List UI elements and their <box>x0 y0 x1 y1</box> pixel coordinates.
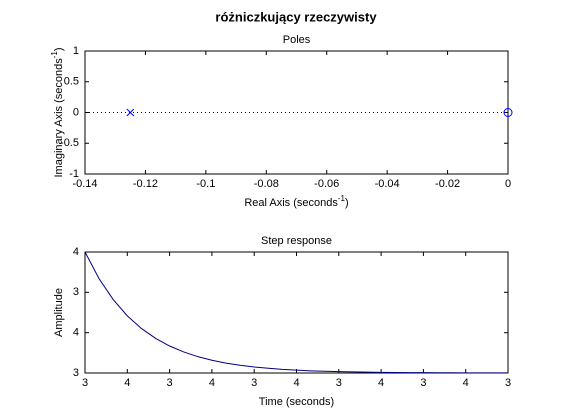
y-tick-label: -0.5 <box>60 137 79 149</box>
figure-title: różniczkujący rzeczywisty <box>215 9 377 24</box>
y-tick-label: 3 <box>73 286 79 298</box>
label-part: ) <box>53 47 65 51</box>
x-tick-label: -0.06 <box>314 178 339 190</box>
x-tick-label: 3 <box>167 377 173 389</box>
label-part: Time (seconds) <box>259 396 334 408</box>
y-axis-label: Imaginary Axis (seconds-1) <box>50 47 65 177</box>
x-tick-label: 3 <box>336 377 342 389</box>
y-tick-label: -1 <box>69 168 79 180</box>
axes-box <box>84 251 509 374</box>
step-line <box>84 251 508 374</box>
x-tick-label: 0 <box>505 178 511 190</box>
x-tick-label: -0.08 <box>254 178 279 190</box>
x-tick-label: 4 <box>209 377 215 389</box>
label-part: Real Axis (seconds <box>244 197 338 209</box>
axes-title: Step response <box>261 235 332 247</box>
x-tick-label: 3 <box>420 377 426 389</box>
y-tick-label: 3 <box>73 367 79 379</box>
x-tick-label: -0.1 <box>196 178 215 190</box>
x-tick-label: 3 <box>82 377 88 389</box>
label-part: -1 <box>50 51 59 59</box>
x-tick-label: -0.04 <box>375 178 400 190</box>
y-tick-label: 0.5 <box>64 76 79 88</box>
x-tick-label: 4 <box>124 377 130 389</box>
x-axis-label: Real Axis (seconds-1) <box>244 194 348 209</box>
x-tick-label: -0.14 <box>72 178 97 190</box>
x-tick-label: 4 <box>293 377 299 389</box>
axes-title: Poles <box>283 34 311 46</box>
x-tick-label: -0.02 <box>435 178 460 190</box>
x-tick-label: 4 <box>378 377 384 389</box>
axes-box <box>84 50 509 175</box>
label-part: Amplitude <box>53 288 65 337</box>
x-tick-label: 3 <box>251 377 257 389</box>
label-part: ) <box>345 197 349 209</box>
label-part: -1 <box>338 194 346 203</box>
x-tick-label: 3 <box>505 377 511 389</box>
y-tick-label: 1 <box>73 45 79 57</box>
x-tick-label: 4 <box>463 377 469 389</box>
y-tick-label: 4 <box>73 327 79 339</box>
zero-marker <box>503 108 513 117</box>
pole-marker <box>126 108 135 117</box>
y-tick-label: 0 <box>73 106 79 118</box>
x-tick-label: -0.12 <box>133 178 158 190</box>
x-axis-label: Time (seconds) <box>259 396 334 408</box>
y-axis-label: Amplitude <box>53 288 65 337</box>
label-part: Imaginary Axis (seconds <box>53 58 65 178</box>
y-tick-label: 4 <box>73 246 79 258</box>
